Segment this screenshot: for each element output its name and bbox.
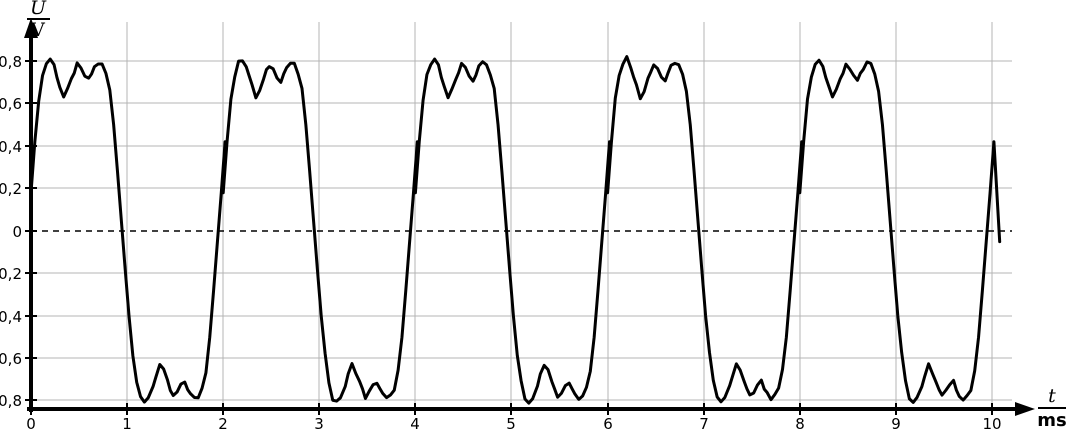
x-tick-label: 6 xyxy=(603,415,613,431)
y-tick-label: 0,6 xyxy=(0,95,22,113)
x-tick-label: 10 xyxy=(982,415,1001,431)
x-tick-label: 3 xyxy=(314,415,324,431)
x-tick-label: 0 xyxy=(26,415,36,431)
x-tick-label: 7 xyxy=(699,415,709,431)
y-tick-label: 0,2 xyxy=(0,180,22,198)
x-tick-labels: 0 1 2 3 4 5 6 7 8 9 10 xyxy=(26,415,1001,431)
x-axis-unit: ms xyxy=(1037,410,1066,431)
y-axis-ticks xyxy=(25,60,37,401)
signal-trace xyxy=(29,55,1002,405)
x-tick-label: 2 xyxy=(218,415,228,431)
y-tick-labels: 0,8 0,6 0,4 0,2 0 -0,2 -0,4 -0,6 -0,8 xyxy=(0,53,22,410)
y-tick-label: 0 xyxy=(12,223,22,241)
y-tick-label: -0,6 xyxy=(0,350,22,368)
horizontal-gridlines xyxy=(31,60,1012,401)
x-tick-label: 9 xyxy=(891,415,901,431)
x-axis-ticks xyxy=(30,403,993,415)
x-tick-label: 4 xyxy=(410,415,420,431)
y-tick-label: 0,8 xyxy=(0,53,22,71)
y-tick-label: -0,4 xyxy=(0,308,22,326)
y-tick-label: -0,2 xyxy=(0,265,22,283)
y-tick-label: 0,4 xyxy=(0,138,22,156)
y-axis-label: U V xyxy=(27,0,50,41)
y-tick-label: -0,8 xyxy=(0,392,22,410)
y-axis xyxy=(24,18,38,412)
x-axis-label: t ms xyxy=(1037,385,1066,431)
y-axis-unit: V xyxy=(30,19,45,41)
x-tick-label: 8 xyxy=(795,415,805,431)
x-axis xyxy=(27,402,1035,416)
x-tick-label: 5 xyxy=(506,415,516,431)
x-tick-label: 1 xyxy=(122,415,132,431)
y-axis-quantity: U xyxy=(30,0,47,19)
x-axis-quantity: t xyxy=(1048,385,1056,407)
vertical-gridlines xyxy=(126,22,993,404)
